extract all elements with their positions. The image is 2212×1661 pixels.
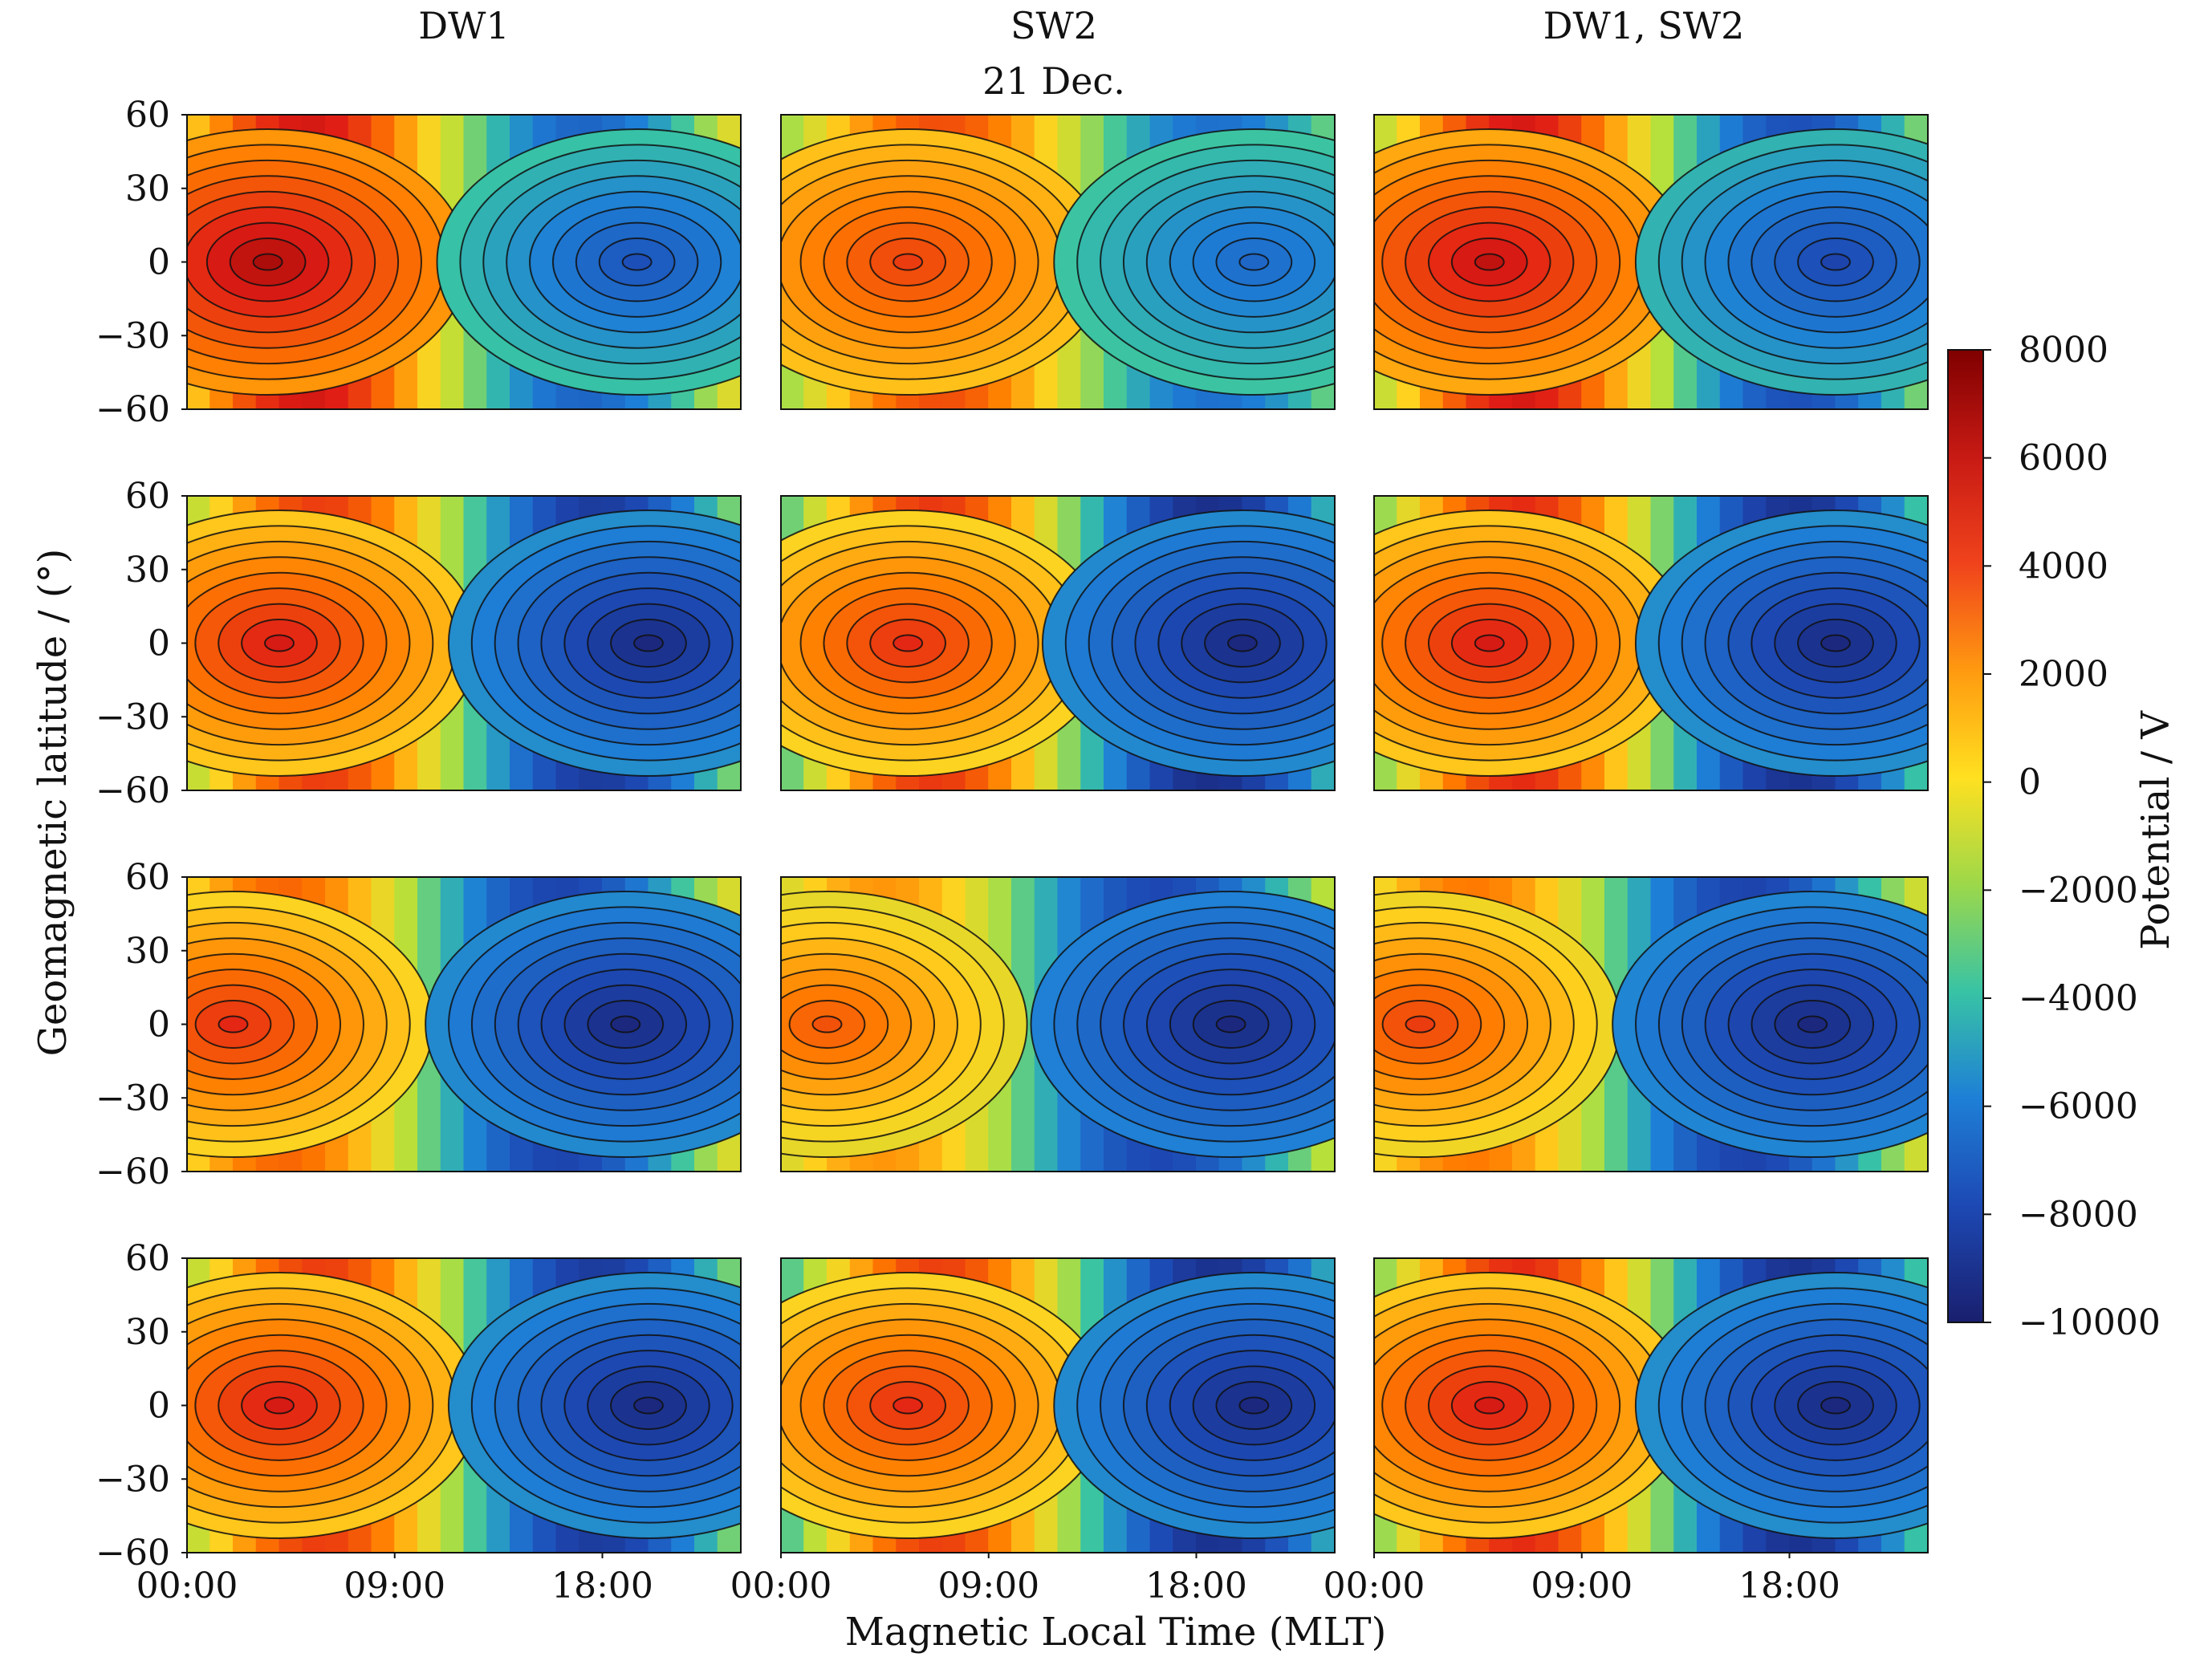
panel-r3-dw1 — [186, 876, 742, 1172]
panel-r2-dw1 — [186, 495, 742, 791]
y-tick-label: −30 — [96, 696, 170, 737]
contour-fill — [187, 115, 741, 409]
y-tick-label: −60 — [96, 389, 170, 430]
x-tick-label: 09:00 — [937, 1566, 1039, 1606]
y-tick-label: −30 — [96, 315, 170, 356]
x-tick-label: 18:00 — [1145, 1566, 1247, 1606]
colorbar-tick-label: 6000 — [2019, 438, 2108, 479]
contour-fill — [187, 1258, 741, 1553]
x-axis-label: Magnetic Local Time (MLT) — [845, 1610, 1387, 1655]
y-tick-label: −60 — [96, 1151, 170, 1192]
colorbar-label: Potential / V — [2133, 710, 2178, 950]
panel-r4-dw1-sw2 — [1373, 1257, 1929, 1553]
y-tick-label: 0 — [148, 1005, 170, 1046]
x-tick-label: 09:00 — [1531, 1566, 1633, 1606]
y-tick-label: 60 — [125, 476, 170, 517]
y-tick-label: −30 — [96, 1459, 170, 1500]
colorbar-tick-label: −10000 — [2019, 1302, 2161, 1343]
colorbar-tick-label: −8000 — [2019, 1194, 2138, 1235]
contour-fill — [781, 496, 1335, 790]
y-tick-label: 30 — [125, 931, 170, 972]
x-tick-label: 18:00 — [551, 1566, 653, 1606]
chart-title: 21 Dec. — [982, 59, 1125, 103]
x-tick-label: 18:00 — [1738, 1566, 1840, 1606]
contour-fill — [1374, 1258, 1928, 1553]
colorbar-tick-label: 2000 — [2019, 654, 2108, 695]
panel-r3-sw2 — [780, 876, 1336, 1172]
y-tick-label: −60 — [96, 770, 170, 811]
panel-r3-dw1-sw2 — [1373, 876, 1929, 1172]
column-title-dw1-sw2: DW1, SW2 — [1543, 4, 1745, 47]
colorbar: 8000 6000 4000 2000 0 −2000 −4000 −6000 −8000 −10… — [1947, 330, 2178, 1343]
panel-r1-dw1-sw2 — [1373, 114, 1929, 410]
x-axes: 00:00 09:00 18:00 00:00 09:00 18:00 00:00 09:00… — [136, 1553, 1840, 1606]
colorbar-tick-label: 8000 — [2019, 330, 2108, 371]
y-tick-label: 30 — [125, 550, 170, 591]
contour-fill — [187, 496, 741, 790]
panel-r4-dw1 — [186, 1257, 742, 1553]
y-axis-label: Geomagnetic latitude / (°) — [30, 549, 75, 1057]
x-tick-label: 00:00 — [136, 1566, 238, 1606]
contour-fill — [781, 115, 1335, 409]
colorbar-tick-label: −4000 — [2019, 978, 2138, 1019]
y-tick-label: −60 — [96, 1533, 170, 1574]
x-tick-label: 00:00 — [730, 1566, 832, 1606]
panel-r1-sw2 — [780, 114, 1336, 410]
y-tick-label: 0 — [148, 1386, 170, 1427]
colorbar-gradient — [1947, 349, 1984, 1323]
contour-fill — [781, 877, 1335, 1172]
contour-fill — [1374, 115, 1928, 409]
x-tick-label: 09:00 — [344, 1566, 445, 1606]
y-tick-label: 60 — [125, 95, 170, 136]
panel-r2-dw1-sw2 — [1373, 495, 1929, 791]
y-tick-label: 60 — [125, 857, 170, 898]
y-tick-label: 30 — [125, 169, 170, 209]
panel-frame — [780, 114, 1336, 410]
y-tick-label: 0 — [148, 242, 170, 283]
colorbar-tick-label: 0 — [2019, 762, 2041, 803]
y-tick-label: 0 — [148, 623, 170, 664]
panel-grid — [186, 114, 1929, 1553]
panel-r4-sw2 — [780, 1257, 1336, 1553]
panel-frame — [780, 495, 1336, 791]
x-tick-label: 00:00 — [1324, 1566, 1425, 1606]
panel-r1-dw1 — [186, 114, 742, 410]
panel-frame — [1373, 114, 1929, 410]
panel-frame — [780, 876, 1336, 1172]
y-axes: 60 30 0 −30 −60 60 30 0 −30 −60 60 30 0 −30 −60 60 30 0 −3… — [96, 95, 187, 1574]
y-tick-label: 60 — [125, 1238, 170, 1279]
colorbar-tick-label: −2000 — [2019, 870, 2138, 911]
contour-fill — [1374, 496, 1928, 790]
column-title-sw2: SW2 — [1010, 4, 1097, 47]
y-tick-label: 30 — [125, 1312, 170, 1353]
contour-fill — [1374, 877, 1928, 1172]
column-title-dw1: DW1 — [418, 4, 509, 47]
colorbar-tick-label: −6000 — [2019, 1086, 2138, 1127]
panel-frame — [1373, 1257, 1929, 1553]
colorbar-ticks: 8000 6000 4000 2000 0 −2000 −4000 −6000 −8000 −10… — [1983, 330, 2161, 1343]
y-tick-label: −30 — [96, 1078, 170, 1119]
panel-frame — [780, 1257, 1336, 1553]
panel-frame — [1373, 876, 1929, 1172]
panel-r2-sw2 — [780, 495, 1336, 791]
contour-fill — [781, 1258, 1335, 1553]
panel-frame — [1373, 495, 1929, 791]
colorbar-tick-label: 4000 — [2019, 546, 2108, 587]
contour-fill — [187, 877, 741, 1172]
